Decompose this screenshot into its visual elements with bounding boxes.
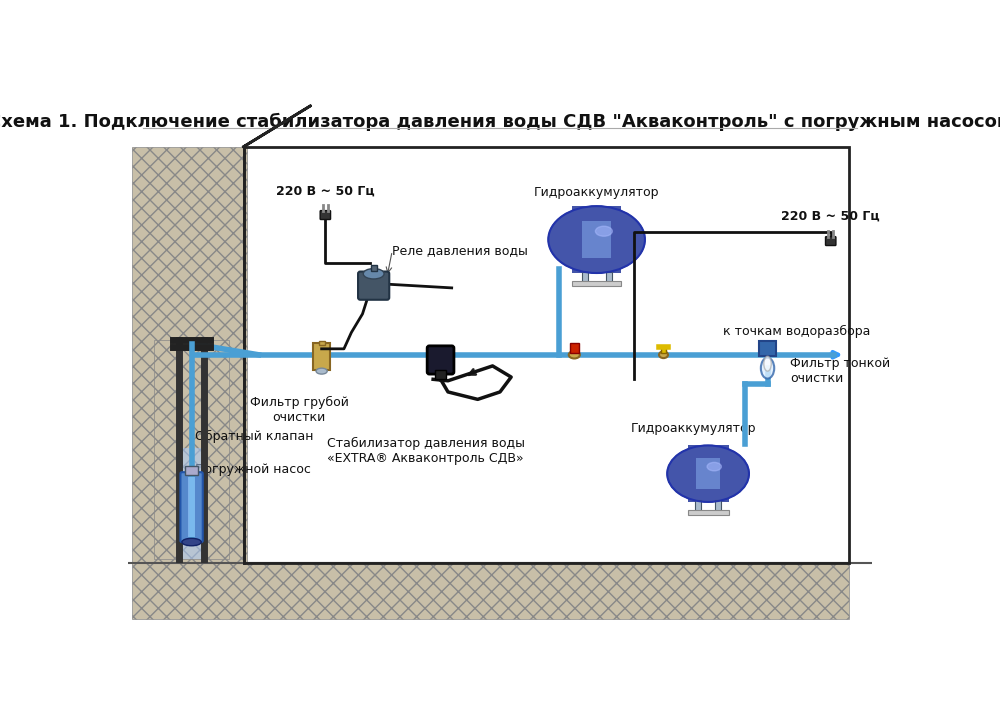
FancyBboxPatch shape	[371, 265, 377, 271]
FancyBboxPatch shape	[180, 472, 203, 542]
Ellipse shape	[707, 463, 721, 471]
FancyBboxPatch shape	[427, 346, 454, 374]
FancyBboxPatch shape	[313, 343, 330, 371]
Text: 220 В ~ 50 Гц: 220 В ~ 50 Гц	[276, 184, 375, 197]
Ellipse shape	[615, 222, 627, 257]
Text: Схема 1. Подключение стабилизатора давления воды СДВ "Акваконтроль" с погружным : Схема 1. Подключение стабилизатора давле…	[0, 114, 1000, 131]
Ellipse shape	[548, 206, 645, 273]
Ellipse shape	[667, 446, 749, 502]
Text: Обратный клапан: Обратный клапан	[195, 430, 314, 443]
Text: Гидроаккумулятор: Гидроаккумулятор	[534, 186, 659, 198]
Ellipse shape	[363, 268, 384, 279]
FancyBboxPatch shape	[319, 341, 325, 345]
FancyBboxPatch shape	[582, 221, 611, 258]
FancyBboxPatch shape	[688, 510, 729, 516]
FancyBboxPatch shape	[154, 340, 229, 559]
FancyBboxPatch shape	[696, 458, 720, 489]
Ellipse shape	[683, 459, 693, 488]
FancyBboxPatch shape	[188, 478, 195, 537]
Text: Стабилизатор давления воды
«EXTRA® Акваконтроль СДВ»: Стабилизатор давления воды «EXTRA® Аквак…	[327, 436, 525, 465]
FancyBboxPatch shape	[185, 466, 198, 475]
Text: 220 В ~ 50 Гц: 220 В ~ 50 Гц	[781, 209, 880, 223]
FancyBboxPatch shape	[358, 271, 389, 300]
Text: Погружной насос: Погружной насос	[195, 463, 311, 476]
Ellipse shape	[659, 351, 668, 358]
FancyBboxPatch shape	[132, 146, 247, 563]
Ellipse shape	[723, 459, 734, 488]
Ellipse shape	[182, 538, 201, 545]
FancyBboxPatch shape	[759, 341, 776, 356]
Ellipse shape	[569, 351, 580, 358]
FancyBboxPatch shape	[606, 271, 612, 282]
FancyBboxPatch shape	[715, 501, 721, 511]
FancyBboxPatch shape	[582, 271, 588, 282]
FancyBboxPatch shape	[320, 211, 331, 219]
FancyBboxPatch shape	[132, 563, 849, 618]
Text: Фильтр грубой
очистки: Фильтр грубой очистки	[250, 396, 349, 423]
FancyBboxPatch shape	[695, 501, 701, 511]
Ellipse shape	[764, 356, 771, 371]
FancyBboxPatch shape	[688, 446, 729, 502]
FancyBboxPatch shape	[435, 371, 446, 379]
Text: Фильтр тонкой
очистки: Фильтр тонкой очистки	[790, 357, 890, 385]
Ellipse shape	[761, 358, 774, 378]
Text: Реле давления воды: Реле давления воды	[392, 244, 528, 257]
FancyBboxPatch shape	[826, 236, 836, 246]
Ellipse shape	[316, 368, 327, 374]
Ellipse shape	[566, 222, 578, 257]
FancyBboxPatch shape	[572, 281, 621, 286]
FancyBboxPatch shape	[180, 448, 203, 559]
Bar	[661, 346, 666, 353]
FancyBboxPatch shape	[572, 206, 621, 273]
Bar	[570, 343, 579, 353]
Ellipse shape	[595, 226, 612, 236]
Text: Гидроаккумулятор: Гидроаккумулятор	[630, 422, 756, 435]
Text: к точкам водоразбора: к точкам водоразбора	[723, 324, 870, 338]
